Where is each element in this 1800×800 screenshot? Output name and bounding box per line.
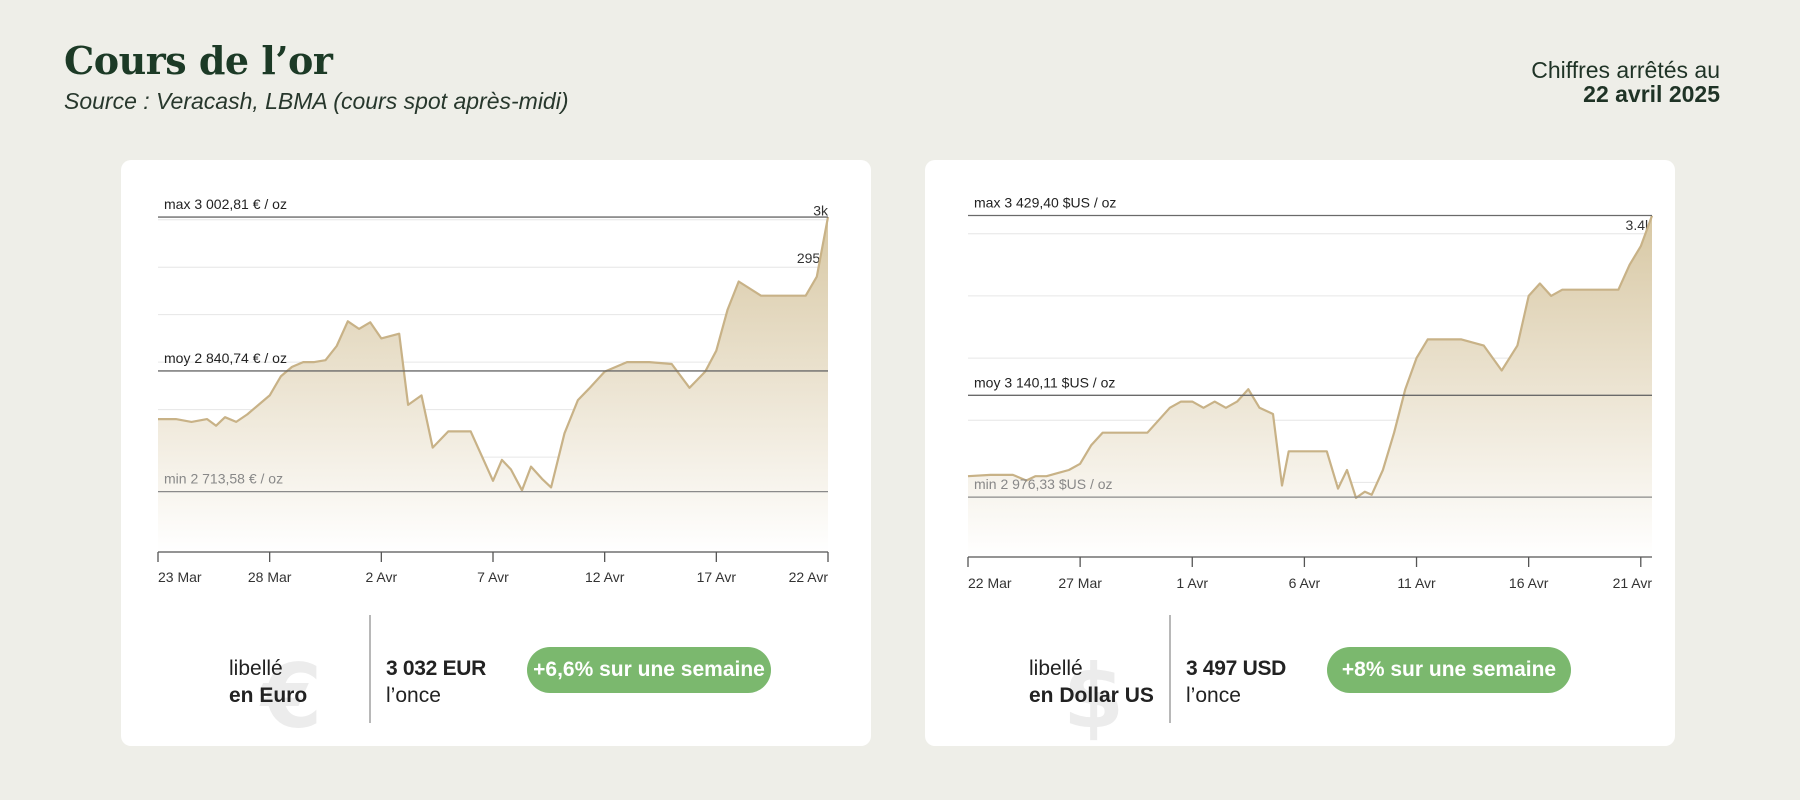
x-tick-label: 27 Mar bbox=[1058, 575, 1102, 591]
price-area bbox=[968, 215, 1652, 557]
currency-label-eur: libellé en Euro bbox=[229, 655, 307, 709]
weekly-change-badge-eur: +6,6% sur une semaine bbox=[527, 647, 771, 693]
gold-card-usd: 3.4k3.3k3.2k3.1k3k2.9kmax 3 429,40 $US /… bbox=[925, 160, 1675, 746]
price-value: 3 497 USD bbox=[1186, 657, 1287, 680]
currency-label-line2: en Dollar US bbox=[1029, 684, 1154, 707]
as-of-date: Chiffres arrêtés au 22 avril 2025 bbox=[1531, 58, 1720, 106]
page-subtitle: Source : Veracash, LBMA (cours spot aprè… bbox=[64, 88, 569, 114]
x-tick-label: 21 Avr bbox=[1613, 575, 1653, 591]
x-tick-label: 11 Avr bbox=[1397, 575, 1436, 591]
x-tick-label: 28 Mar bbox=[248, 569, 292, 585]
x-tick-label: 2 Avr bbox=[366, 569, 398, 585]
card-footer-usd: $ libellé en Dollar US 3 497 USD l’once … bbox=[925, 615, 1675, 745]
price-unit: l’once bbox=[386, 684, 441, 707]
gold-price-chart-eur: 3k29502.9k28502.8k27502.7k2650max 3 002,… bbox=[157, 196, 830, 585]
y-tick-label: 3k bbox=[813, 203, 829, 219]
currency-label-line1: libellé bbox=[229, 657, 283, 680]
price-eur: 3 032 EUR l’once bbox=[386, 655, 486, 709]
reference-label-avg: moy 3 140,11 $US / oz bbox=[974, 374, 1115, 390]
currency-label-line1: libellé bbox=[1029, 657, 1083, 680]
price-value: 3 032 EUR bbox=[386, 657, 487, 680]
reference-label-max: max 3 429,40 $US / oz bbox=[974, 194, 1116, 210]
price-line bbox=[967, 215, 1654, 499]
price-unit: l’once bbox=[1186, 684, 1241, 707]
x-tick-label: 16 Avr bbox=[1509, 575, 1549, 591]
x-tick-label: 23 Mar bbox=[158, 569, 202, 585]
gold-card-eur: 3k29502.9k28502.8k27502.7k2650max 3 002,… bbox=[121, 160, 871, 746]
as-of-value: 22 avril 2025 bbox=[1583, 81, 1720, 107]
price-usd: 3 497 USD l’once bbox=[1186, 655, 1286, 709]
reference-label-max: max 3 002,81 € / oz bbox=[164, 196, 287, 212]
x-tick-label: 6 Avr bbox=[1289, 575, 1321, 591]
weekly-change-badge-usd: +8% sur une semaine bbox=[1327, 647, 1571, 693]
price-line bbox=[158, 216, 830, 492]
footer-divider bbox=[1169, 615, 1171, 723]
card-footer-eur: € libellé en Euro 3 032 EUR l’once +6,6%… bbox=[121, 615, 871, 745]
x-tick-label: 1 Avr bbox=[1176, 575, 1208, 591]
currency-label-line2: en Euro bbox=[229, 684, 308, 707]
gold-price-chart-usd: 3.4k3.3k3.2k3.1k3k2.9kmax 3 429,40 $US /… bbox=[967, 194, 1654, 591]
reference-label-min: min 2 976,33 $US / oz bbox=[974, 476, 1113, 492]
reference-label-avg: moy 2 840,74 € / oz bbox=[164, 350, 287, 366]
x-tick-label: 22 Mar bbox=[968, 575, 1012, 591]
as-of-label: Chiffres arrêtés au bbox=[1531, 57, 1720, 83]
reference-label-min: min 2 713,58 € / oz bbox=[164, 471, 283, 487]
dollar-icon: $ bbox=[1063, 645, 1125, 748]
currency-label-usd: libellé en Dollar US bbox=[1029, 655, 1154, 709]
euro-icon: € bbox=[261, 645, 323, 748]
x-tick-label: 17 Avr bbox=[697, 569, 737, 585]
footer-divider bbox=[369, 615, 371, 723]
x-tick-label: 22 Avr bbox=[789, 569, 829, 585]
page-title: Cours de l’or bbox=[64, 38, 333, 83]
x-tick-label: 12 Avr bbox=[585, 569, 625, 585]
price-area bbox=[158, 216, 828, 552]
x-tick-label: 7 Avr bbox=[477, 569, 509, 585]
